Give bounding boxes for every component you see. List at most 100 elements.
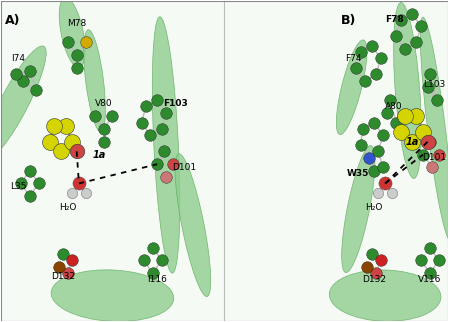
Text: D132: D132: [362, 275, 386, 284]
Point: [33, 88, 40, 93]
Point: [352, 65, 360, 71]
Point: [160, 149, 167, 154]
Point: [419, 129, 427, 135]
Point: [366, 155, 373, 160]
Point: [75, 181, 82, 186]
Point: [402, 46, 409, 52]
Point: [73, 65, 80, 71]
Point: [82, 40, 89, 45]
Point: [46, 139, 54, 144]
Point: [357, 49, 364, 54]
Point: [100, 126, 107, 131]
Point: [62, 123, 69, 128]
Point: [386, 98, 393, 103]
Point: [68, 191, 76, 196]
Point: [393, 33, 400, 39]
Ellipse shape: [175, 154, 211, 297]
Point: [377, 56, 384, 61]
Point: [68, 139, 76, 144]
Point: [357, 142, 364, 147]
Point: [361, 78, 369, 83]
Point: [413, 40, 420, 45]
Point: [417, 258, 424, 263]
Point: [153, 98, 161, 103]
Point: [73, 52, 80, 58]
Point: [55, 264, 63, 270]
Text: I116: I116: [147, 275, 167, 284]
Ellipse shape: [329, 270, 441, 321]
Point: [158, 126, 165, 131]
Point: [433, 98, 440, 103]
Text: F74: F74: [346, 54, 362, 63]
Point: [417, 24, 424, 29]
Point: [388, 191, 396, 196]
Point: [375, 191, 382, 196]
Point: [379, 165, 387, 170]
Point: [142, 104, 149, 109]
Text: L103: L103: [423, 80, 446, 89]
Point: [373, 270, 380, 276]
Text: A): A): [5, 14, 21, 26]
Text: L35: L35: [10, 182, 27, 191]
Text: D132: D132: [51, 272, 75, 281]
Point: [375, 149, 382, 154]
Point: [370, 168, 378, 173]
Ellipse shape: [342, 146, 375, 273]
Point: [359, 126, 366, 131]
Point: [149, 245, 156, 250]
Point: [17, 181, 24, 186]
Ellipse shape: [394, 3, 421, 178]
Text: 1a: 1a: [92, 150, 106, 160]
Point: [64, 270, 72, 276]
Point: [424, 139, 431, 144]
Point: [109, 114, 116, 119]
Point: [397, 17, 405, 23]
Point: [426, 245, 433, 250]
Point: [370, 120, 378, 125]
Text: M78: M78: [67, 19, 86, 28]
Point: [364, 264, 371, 270]
Point: [13, 72, 20, 77]
Point: [393, 120, 400, 125]
Point: [408, 11, 415, 16]
Ellipse shape: [152, 17, 180, 273]
Ellipse shape: [420, 17, 450, 241]
Point: [51, 123, 58, 128]
Ellipse shape: [51, 270, 174, 321]
Point: [377, 258, 384, 263]
Point: [64, 40, 72, 45]
Text: I74: I74: [12, 54, 26, 63]
Point: [153, 162, 161, 167]
Ellipse shape: [84, 30, 105, 132]
Point: [379, 133, 387, 138]
Point: [426, 72, 433, 77]
Text: A80: A80: [385, 102, 403, 111]
Point: [435, 258, 442, 263]
Bar: [1, 1, 224, 321]
Text: V80: V80: [94, 99, 112, 108]
Point: [413, 114, 420, 119]
Point: [428, 165, 436, 170]
Ellipse shape: [0, 46, 46, 161]
Point: [35, 181, 42, 186]
Point: [26, 69, 33, 74]
Point: [382, 181, 389, 186]
Ellipse shape: [336, 40, 367, 135]
Point: [19, 78, 27, 83]
Point: [73, 149, 80, 154]
Point: [384, 110, 391, 116]
Point: [82, 191, 89, 196]
Point: [162, 110, 170, 116]
Point: [68, 258, 76, 263]
Point: [58, 149, 65, 154]
Point: [60, 251, 67, 257]
Bar: [224, 1, 448, 321]
Point: [426, 270, 433, 276]
Point: [426, 139, 433, 144]
Point: [397, 129, 405, 135]
Point: [373, 72, 380, 77]
Point: [147, 133, 154, 138]
Text: F78: F78: [385, 15, 404, 24]
Ellipse shape: [59, 0, 85, 68]
Point: [91, 114, 98, 119]
